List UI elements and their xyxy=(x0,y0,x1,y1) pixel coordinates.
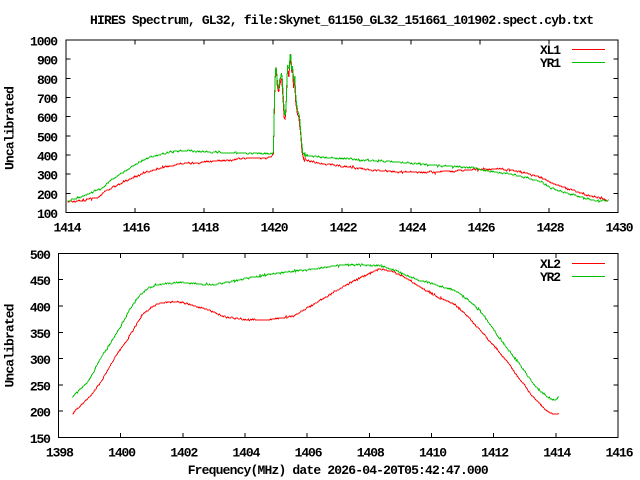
svg-text:1416: 1416 xyxy=(123,220,151,235)
svg-text:1408: 1408 xyxy=(357,446,385,461)
svg-text:YR2: YR2 xyxy=(540,270,561,285)
svg-text:XL2: XL2 xyxy=(540,257,561,272)
svg-text:600: 600 xyxy=(37,111,58,126)
svg-text:1404: 1404 xyxy=(232,446,260,461)
svg-text:1424: 1424 xyxy=(399,220,427,235)
svg-text:200: 200 xyxy=(37,188,58,203)
svg-text:1410: 1410 xyxy=(419,446,447,461)
svg-text:1398: 1398 xyxy=(46,446,74,461)
svg-text:1430: 1430 xyxy=(606,220,634,235)
svg-text:300: 300 xyxy=(37,169,58,184)
svg-text:1416: 1416 xyxy=(606,446,634,461)
svg-text:500: 500 xyxy=(37,130,58,145)
svg-text:1428: 1428 xyxy=(537,220,565,235)
svg-text:1406: 1406 xyxy=(295,446,323,461)
svg-text:500: 500 xyxy=(30,248,51,263)
svg-text:400: 400 xyxy=(30,301,51,316)
svg-text:1418: 1418 xyxy=(192,220,220,235)
svg-text:450: 450 xyxy=(30,274,51,289)
svg-text:800: 800 xyxy=(37,73,58,88)
svg-text:100: 100 xyxy=(37,207,58,222)
svg-text:XL1: XL1 xyxy=(540,43,561,58)
svg-text:250: 250 xyxy=(30,379,51,394)
svg-text:300: 300 xyxy=(30,353,51,368)
svg-text:Uncalibrated: Uncalibrated xyxy=(2,86,17,170)
svg-text:HIRES Spectrum, GL32, file:Sky: HIRES Spectrum, GL32, file:Skynet_61150_… xyxy=(90,13,594,28)
svg-text:1426: 1426 xyxy=(468,220,496,235)
svg-text:1412: 1412 xyxy=(481,446,509,461)
svg-text:200: 200 xyxy=(30,406,51,421)
svg-text:1414: 1414 xyxy=(543,446,571,461)
svg-text:1420: 1420 xyxy=(261,220,289,235)
svg-text:150: 150 xyxy=(30,432,51,447)
svg-text:700: 700 xyxy=(37,92,58,107)
svg-text:1402: 1402 xyxy=(170,446,198,461)
svg-text:1400: 1400 xyxy=(108,446,136,461)
svg-text:Frequency(MHz) date 2026-04-20: Frequency(MHz) date 2026-04-20T05:42:47.… xyxy=(188,463,489,478)
svg-text:400: 400 xyxy=(37,150,58,165)
svg-text:900: 900 xyxy=(37,54,58,69)
svg-text:1000: 1000 xyxy=(30,35,58,50)
svg-text:YR1: YR1 xyxy=(540,56,561,71)
svg-text:350: 350 xyxy=(30,327,51,342)
svg-text:Uncalibrated: Uncalibrated xyxy=(2,304,17,388)
svg-text:1422: 1422 xyxy=(330,220,358,235)
svg-text:1414: 1414 xyxy=(54,220,82,235)
